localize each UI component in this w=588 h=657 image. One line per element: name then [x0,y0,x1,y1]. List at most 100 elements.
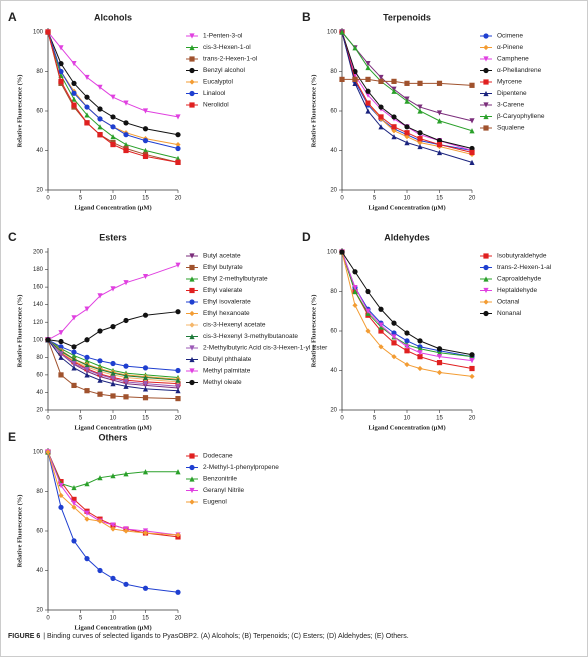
marker [71,344,77,350]
marker [142,386,149,392]
marker [45,449,51,455]
marker [97,84,103,90]
marker [84,516,90,522]
y-tick-label: 60 [330,329,337,335]
marker [84,104,90,110]
legend-label: Ethyl hexanoate [203,310,250,317]
marker [175,469,181,475]
legend-label: Dodecane [203,453,233,460]
marker [84,372,90,378]
marker [391,354,397,360]
x-tick-label: 0 [46,416,50,422]
legend-label: Ethyl isovalerate [203,299,251,306]
marker [352,288,358,295]
marker [436,369,443,376]
marker [189,322,195,328]
marker [469,128,475,134]
x-tick-label: 15 [142,196,149,202]
series-line [47,31,179,118]
marker [378,78,384,84]
y-tick-label: 80 [330,69,337,75]
marker [142,312,149,318]
y-axis-label: Relative Fluorescence (%) [310,295,317,368]
y-tick-label: 80 [330,289,337,295]
marker [97,358,103,364]
marker [110,375,116,381]
marker [71,80,77,86]
marker [436,149,443,156]
marker [391,114,397,120]
marker [352,80,358,86]
marker [45,337,51,343]
marker [175,377,181,383]
marker [84,362,90,368]
marker [142,395,149,401]
marker [189,287,195,294]
marker [123,363,129,369]
marker [142,108,149,114]
x-tick-label: 5 [79,616,83,622]
marker [391,88,397,94]
legend-label: Dipentene [497,90,527,97]
marker [110,473,116,479]
marker [189,356,195,363]
legend-label: 3-Carene [497,102,524,109]
marker [189,79,195,85]
marker [378,104,384,110]
legend-label: Myrcene [497,79,522,86]
marker [97,106,103,112]
marker [97,567,103,574]
x-axis-label: Ligand Concentration (μM) [368,424,445,431]
marker [365,308,371,314]
chart-title: Terpenoids [383,12,431,22]
marker [189,464,195,471]
legend-label: Ethyl valerate [203,287,243,294]
x-tick-label: 10 [110,196,117,202]
marker [71,504,77,510]
marker [71,356,77,362]
marker [189,253,195,259]
marker [58,482,64,489]
marker [71,61,77,67]
marker [58,61,64,67]
marker [483,299,489,305]
marker [142,585,149,591]
marker [142,381,149,387]
marker [189,476,195,482]
x-tick-label: 20 [469,196,476,202]
x-tick-label: 10 [110,416,117,422]
marker [391,334,397,340]
svg-text:FIGURE 6| Binding curves of se: FIGURE 6 | Binding curves of selected lig… [8,633,409,640]
marker [436,346,443,352]
marker [58,338,64,345]
marker [391,330,397,336]
marker [175,383,181,389]
marker [391,320,397,326]
marker [110,114,116,120]
marker [378,306,384,312]
marker [123,394,129,400]
marker [469,365,475,372]
marker [404,98,410,104]
marker [84,556,90,562]
marker [417,365,423,372]
marker [417,338,423,344]
x-tick-label: 20 [469,416,476,422]
marker [483,79,489,85]
x-tick-label: 20 [175,196,182,202]
marker [97,475,103,481]
y-axis-label: Relative Fluorescence (%) [16,495,23,568]
chart-title: Aldehydes [384,232,430,242]
marker [123,317,129,324]
marker [365,88,371,94]
marker [84,481,90,487]
marker [189,44,195,51]
legend-label: Nerolidol [203,102,229,109]
marker [365,92,371,98]
marker [97,372,103,378]
marker [404,361,410,368]
panel-label: D [302,230,311,244]
marker [365,328,371,334]
marker [483,264,489,271]
